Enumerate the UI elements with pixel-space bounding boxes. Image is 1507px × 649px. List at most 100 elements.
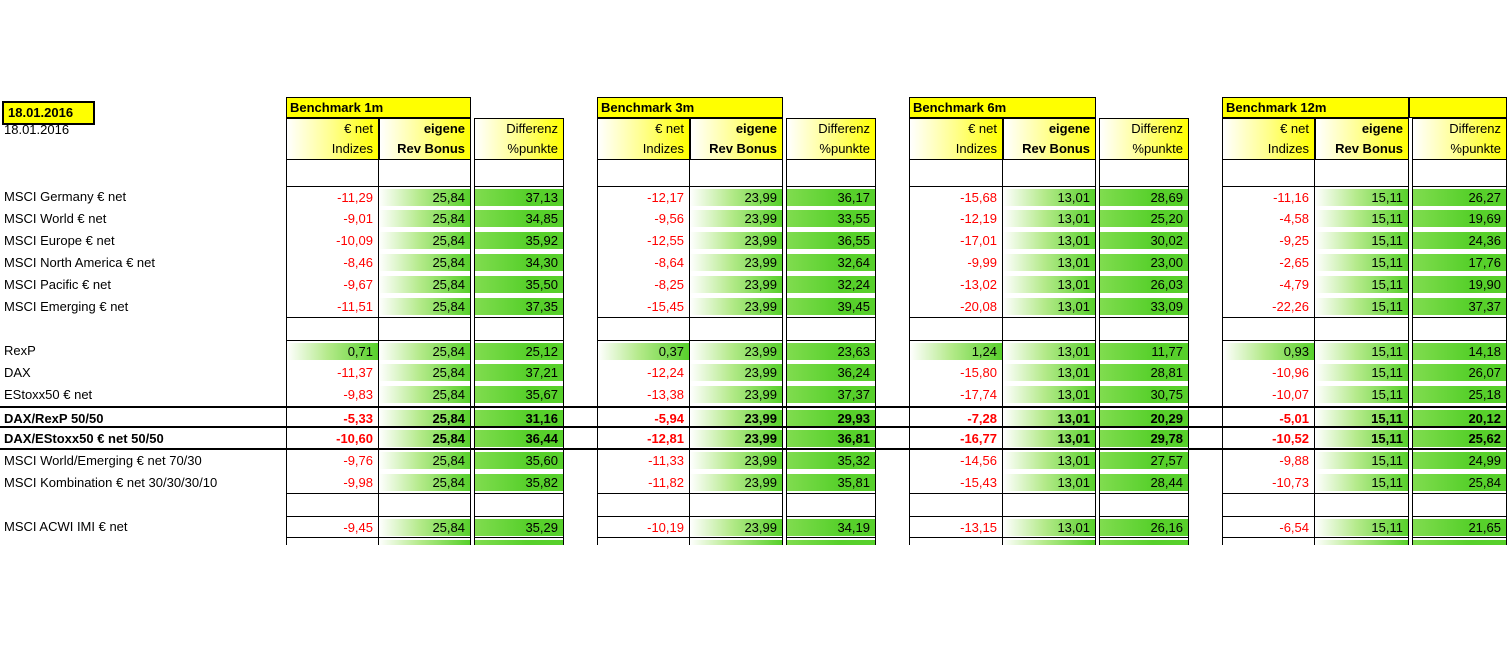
index-cell[interactable]: -12,81 (597, 428, 690, 448)
own-cell[interactable]: 13,01 (1003, 208, 1096, 230)
own-cell[interactable]: 13,01 (1003, 362, 1096, 384)
own-cell[interactable]: 23,99 (690, 296, 783, 318)
row-label[interactable]: DAX/EStoxx50 € net 50/50 (4, 431, 164, 446)
index-cell[interactable]: -5,94 (597, 408, 690, 426)
index-cell[interactable]: -4,79 (1222, 274, 1315, 296)
own-cell[interactable]: 13,01 (1003, 472, 1096, 494)
benchmark-title-cell[interactable]: Benchmark 12m (1222, 97, 1409, 118)
index-cell[interactable]: -10,09 (286, 230, 379, 252)
own-cell[interactable]: 23,99 (690, 186, 783, 208)
index-cell[interactable]: -14,56 (909, 450, 1003, 472)
row-label[interactable]: MSCI Germany € net (4, 189, 127, 204)
index-cell[interactable]: -17,01 (909, 230, 1003, 252)
index-cell[interactable]: -12,17 (597, 186, 690, 208)
own-cell[interactable]: 13,01 (1003, 186, 1096, 208)
own-cell[interactable]: 15,11 (1315, 408, 1409, 426)
diff-column-header[interactable]: Differenz %punkte (1099, 118, 1189, 160)
diff-cell[interactable]: 35,81 (786, 472, 876, 494)
index-cell[interactable]: -22,26 (1222, 296, 1315, 318)
index-cell[interactable]: -11,37 (286, 362, 379, 384)
diff-cell[interactable]: 36,24 (786, 362, 876, 384)
index-column-header[interactable]: € net Indizes (286, 118, 379, 160)
diff-cell[interactable]: 20,12 (1412, 408, 1507, 426)
index-cell[interactable]: -5,33 (286, 408, 379, 426)
own-cell[interactable]: 15,11 (1315, 186, 1409, 208)
diff-cell[interactable]: 32,64 (786, 252, 876, 274)
own-cell[interactable]: 25,84 (379, 252, 471, 274)
index-cell[interactable]: -10,19 (597, 516, 690, 538)
own-cell[interactable]: 15,11 (1315, 362, 1409, 384)
index-cell[interactable]: -11,51 (286, 296, 379, 318)
own-cell[interactable]: 25,84 (379, 230, 471, 252)
diff-cell[interactable]: 34,85 (474, 208, 564, 230)
index-column-header[interactable]: € net Indizes (597, 118, 690, 160)
own-cell[interactable]: 25,84 (379, 384, 471, 406)
own-cell[interactable]: 25,84 (379, 274, 471, 296)
index-cell[interactable]: 1,24 (909, 340, 1003, 362)
diff-cell[interactable]: 37,35 (474, 296, 564, 318)
row-label[interactable]: DAX/RexP 50/50 (4, 411, 104, 426)
index-cell[interactable]: -9,76 (286, 450, 379, 472)
row-label[interactable]: RexP (4, 343, 36, 358)
own-cell[interactable]: 15,11 (1315, 230, 1409, 252)
diff-cell[interactable]: 37,37 (786, 384, 876, 406)
index-cell[interactable]: 0,71 (286, 340, 379, 362)
index-cell[interactable]: -9,99 (909, 252, 1003, 274)
own-cell[interactable]: 15,11 (1315, 516, 1409, 538)
index-cell[interactable]: -15,80 (909, 362, 1003, 384)
index-cell[interactable]: -9,56 (597, 208, 690, 230)
own-cell[interactable]: 25,84 (379, 340, 471, 362)
diff-cell[interactable]: 25,20 (1099, 208, 1189, 230)
own-column-header[interactable]: eigene Rev Bonus (1315, 118, 1409, 160)
own-cell[interactable]: 15,11 (1315, 472, 1409, 494)
own-cell[interactable]: 25,84 (379, 516, 471, 538)
diff-cell[interactable]: 24,99 (1412, 450, 1507, 472)
own-cell[interactable]: 13,01 (1003, 252, 1096, 274)
diff-cell[interactable]: 24,36 (1412, 230, 1507, 252)
own-cell[interactable]: 13,01 (1003, 340, 1096, 362)
diff-cell[interactable]: 28,69 (1099, 186, 1189, 208)
index-cell[interactable]: -2,65 (1222, 252, 1315, 274)
own-cell[interactable]: 15,11 (1315, 384, 1409, 406)
row-label[interactable]: MSCI World/Emerging € net 70/30 (4, 453, 202, 468)
diff-cell[interactable]: 14,18 (1412, 340, 1507, 362)
own-cell[interactable]: 25,84 (379, 186, 471, 208)
own-cell[interactable]: 23,99 (690, 274, 783, 296)
index-cell[interactable]: -7,28 (909, 408, 1003, 426)
row-label[interactable]: MSCI World € net (4, 211, 107, 226)
own-cell[interactable]: 13,01 (1003, 296, 1096, 318)
own-cell[interactable]: 15,11 (1315, 296, 1409, 318)
diff-cell[interactable]: 29,93 (786, 408, 876, 426)
diff-cell[interactable]: 35,67 (474, 384, 564, 406)
own-cell[interactable]: 13,01 (1003, 384, 1096, 406)
row-label[interactable]: MSCI Pacific € net (4, 277, 111, 292)
diff-cell[interactable]: 33,09 (1099, 296, 1189, 318)
diff-cell[interactable]: 23,63 (786, 340, 876, 362)
index-cell[interactable]: -20,08 (909, 296, 1003, 318)
index-cell[interactable]: -4,58 (1222, 208, 1315, 230)
index-cell[interactable]: -5,01 (1222, 408, 1315, 426)
index-cell[interactable]: -8,64 (597, 252, 690, 274)
benchmark-title-cell[interactable]: Benchmark 3m (597, 97, 783, 118)
index-cell[interactable]: 0,93 (1222, 340, 1315, 362)
index-cell[interactable]: -9,83 (286, 384, 379, 406)
own-cell[interactable]: 25,84 (379, 450, 471, 472)
benchmark-title-cell[interactable]: Benchmark 1m (286, 97, 471, 118)
diff-cell[interactable]: 19,90 (1412, 274, 1507, 296)
own-column-header[interactable]: eigene Rev Bonus (690, 118, 783, 160)
diff-cell[interactable]: 34,30 (474, 252, 564, 274)
diff-cell[interactable]: 30,75 (1099, 384, 1189, 406)
index-cell[interactable]: -10,73 (1222, 472, 1315, 494)
own-cell[interactable]: 15,11 (1315, 428, 1409, 448)
own-cell[interactable]: 23,99 (690, 384, 783, 406)
row-label[interactable]: MSCI North America € net (4, 255, 155, 270)
index-cell[interactable]: -10,96 (1222, 362, 1315, 384)
index-cell[interactable]: -17,74 (909, 384, 1003, 406)
own-cell[interactable]: 23,99 (690, 252, 783, 274)
own-cell[interactable]: 13,01 (1003, 428, 1096, 448)
index-cell[interactable]: -9,67 (286, 274, 379, 296)
diff-column-header[interactable]: Differenz %punkte (786, 118, 876, 160)
diff-column-header[interactable]: Differenz %punkte (1412, 118, 1507, 160)
diff-cell[interactable]: 25,12 (474, 340, 564, 362)
own-cell[interactable]: 25,84 (379, 362, 471, 384)
